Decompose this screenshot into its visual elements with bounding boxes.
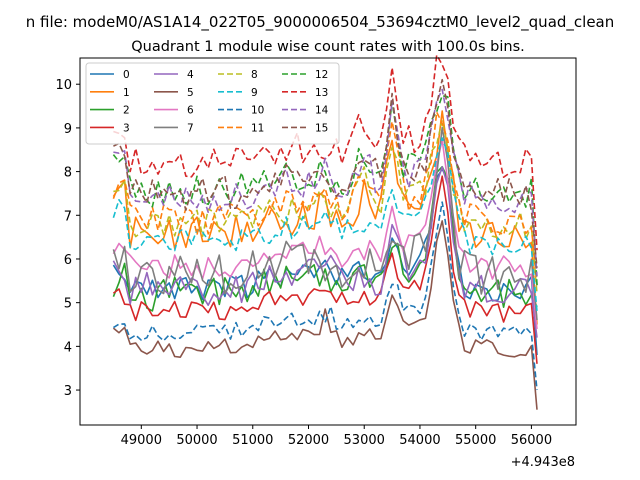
x-tick-label: 54000 <box>399 433 440 448</box>
legend-label-15: 15 <box>315 122 328 134</box>
series-line-7 <box>112 126 538 321</box>
x-tick-label: 49000 <box>121 433 162 448</box>
series-line-5 <box>112 220 538 410</box>
y-tick-label: 6 <box>64 253 72 268</box>
chart-title: Quadrant 1 module wise count rates with … <box>131 39 525 55</box>
legend-label-2: 2 <box>123 105 130 117</box>
y-tick-label: 5 <box>64 297 72 312</box>
legend-label-12: 12 <box>315 69 328 81</box>
series-line-12 <box>112 94 538 286</box>
series-line-14 <box>113 88 538 277</box>
x-tick-label: 53000 <box>344 433 385 448</box>
legend-label-13: 13 <box>315 87 328 99</box>
x-axis-offset-label: +4.943e8 <box>511 455 575 470</box>
axes-frame <box>79 57 577 426</box>
legend-label-11: 11 <box>251 122 264 134</box>
y-tick-label: 9 <box>64 122 72 137</box>
legend-label-10: 10 <box>251 105 264 117</box>
x-tick-label: 50000 <box>176 433 217 448</box>
series-line-1 <box>112 110 538 325</box>
legend-label-8: 8 <box>251 69 258 81</box>
series-line-0 <box>112 168 538 356</box>
legend-label-9: 9 <box>251 87 258 99</box>
y-tick-label: 3 <box>64 384 72 399</box>
y-tick-label: 4 <box>64 340 72 355</box>
x-axis: 49000 50000 51000 52000 53000 54000 55000 56000 <box>121 425 552 448</box>
legend-label-6: 6 <box>187 105 194 117</box>
legend-label-14: 14 <box>315 105 329 117</box>
y-tick-label: 10 <box>55 78 72 93</box>
legend-box <box>85 62 340 145</box>
legend-label-0: 0 <box>123 69 130 81</box>
chart-suptitle: n file: modeM0/AS1A14_022T05_9000006504_… <box>26 13 615 32</box>
legend-label-5: 5 <box>187 87 194 99</box>
legend-label-1: 1 <box>123 87 130 99</box>
x-tick-label: 52000 <box>288 433 329 448</box>
legend-label-4: 4 <box>187 69 194 81</box>
plot-lines <box>112 54 538 410</box>
legend-label-7: 7 <box>187 122 194 134</box>
series-line-10 <box>112 201 538 391</box>
y-axis: 3 4 5 6 7 8 9 10 <box>55 78 80 399</box>
series-line-4 <box>112 166 538 338</box>
legend-label-3: 3 <box>123 122 130 134</box>
x-tick-label: 56000 <box>511 433 552 448</box>
series-line-3 <box>112 175 538 364</box>
y-tick-label: 8 <box>64 166 72 181</box>
x-tick-label: 51000 <box>232 433 273 448</box>
x-tick-label: 55000 <box>455 433 496 448</box>
y-tick-label: 7 <box>64 209 72 224</box>
